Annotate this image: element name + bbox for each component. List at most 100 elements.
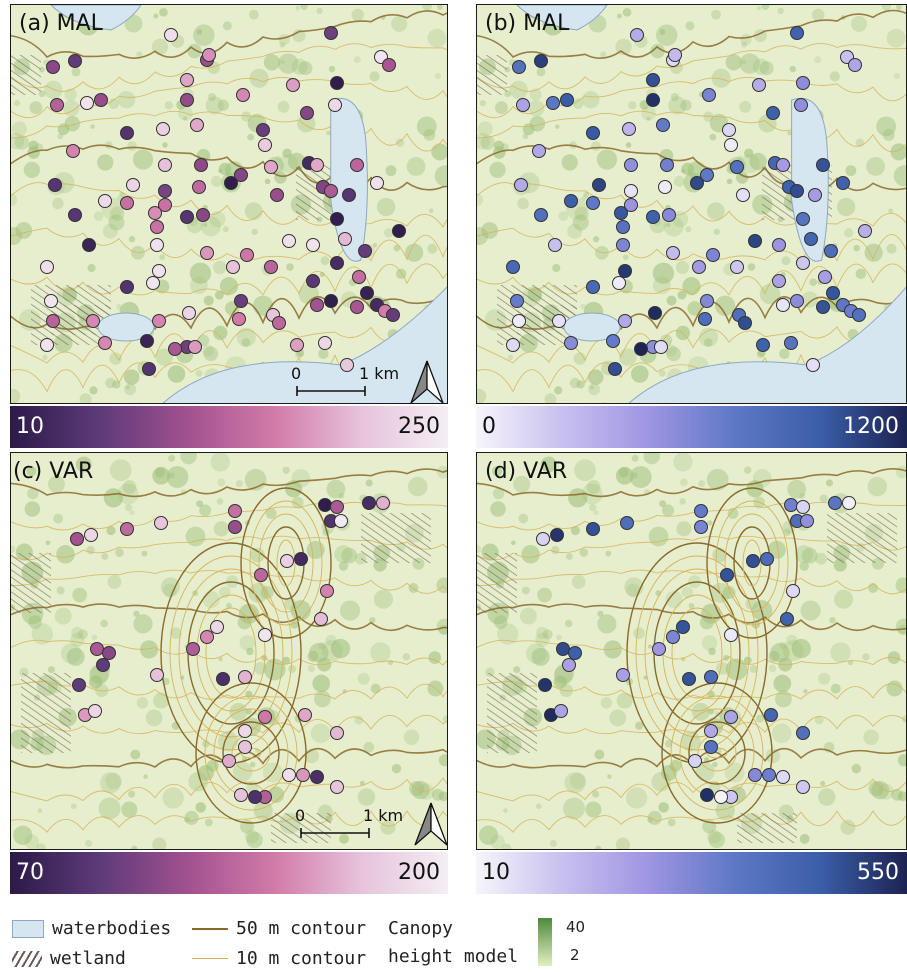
sampling-site-marker [98, 194, 112, 208]
canopy-patch [725, 54, 742, 71]
canopy-patch [136, 697, 149, 709]
sampling-site-marker [776, 158, 790, 172]
canopy-patch [704, 338, 713, 347]
map-panel-d: (d) VAR [476, 452, 907, 850]
scalebar: 0 1 km [291, 360, 444, 403]
canopy-patch [246, 831, 263, 849]
canopy-patch [166, 466, 189, 488]
sampling-site-marker [618, 264, 632, 278]
canopy-patch [427, 243, 438, 254]
sampling-site-marker [236, 88, 250, 102]
contour-50m [11, 144, 447, 191]
sampling-site-marker [228, 520, 242, 534]
canopy-patch [571, 574, 586, 589]
canopy-patch [404, 243, 424, 262]
legend-chm-title-1: Canopy [388, 918, 454, 939]
canopy-patch [583, 191, 590, 198]
canopy-patch [558, 211, 569, 221]
legend-contour-50-label: 50 m contour [236, 918, 367, 939]
canopy-patch [891, 788, 903, 801]
sampling-site-marker [46, 314, 60, 328]
canopy-patch [354, 715, 364, 725]
contour-10m [477, 43, 906, 92]
canopy-patch [535, 803, 542, 810]
sampling-site-marker [676, 620, 690, 634]
sampling-site-marker [554, 704, 568, 718]
sampling-site-marker [824, 244, 838, 258]
canopy-patch [755, 714, 764, 723]
hill-contour [205, 607, 257, 699]
sampling-site-marker [68, 54, 82, 68]
canopy-patch [681, 586, 694, 598]
wetland-area [11, 55, 41, 95]
canopy-patch [195, 369, 203, 377]
canopy-patch [489, 161, 506, 179]
sampling-site-marker [690, 176, 704, 190]
canopy-patch [616, 13, 623, 19]
map-panel-a: 0 1 km (a) MAL [10, 4, 448, 404]
canopy-patch [264, 178, 271, 185]
canopy-patch [162, 142, 168, 148]
sampling-site-marker [370, 176, 384, 190]
canopy-patch [895, 618, 906, 635]
sampling-site-marker [692, 260, 706, 274]
canopy-patch [888, 208, 893, 214]
canopy-patch [715, 800, 735, 821]
canopy-patch [23, 161, 40, 179]
canopy-patch [659, 28, 666, 35]
canopy-patch [775, 690, 792, 708]
hill-contour [697, 734, 737, 772]
canopy-patch [586, 480, 601, 494]
canopy-patch [681, 162, 694, 176]
canopy-patch [572, 98, 584, 109]
canopy-patch [648, 526, 669, 547]
colorbar-b: 0 1200 [476, 406, 907, 448]
canopy-patch [245, 708, 252, 715]
sampling-site-marker [258, 628, 272, 642]
canopy-patch [739, 53, 760, 74]
sampling-site-marker [828, 496, 842, 510]
hill-contour [671, 607, 723, 699]
canopy-patch [494, 101, 508, 115]
hill-contour [258, 513, 314, 613]
canopy-patch [673, 453, 693, 472]
contour-10m [11, 777, 447, 802]
sampling-site-marker [306, 238, 320, 252]
legend-contour-10-label: 10 m contour [236, 948, 367, 969]
canopy-patch [655, 24, 678, 46]
sampling-site-marker [102, 646, 116, 660]
canopy-patch [434, 72, 442, 80]
canopy-patch [752, 58, 770, 75]
sampling-site-marker [512, 60, 526, 74]
canopy-patch [162, 583, 177, 598]
legend-chm-min-label: 2 [570, 946, 580, 964]
canopy-patch [54, 607, 72, 625]
sampling-site-marker [300, 106, 314, 120]
hill-contour [644, 568, 750, 738]
canopy-patch [187, 43, 202, 59]
canopy-patch [567, 223, 583, 239]
canopy-patch [79, 393, 92, 403]
canopy-patch [714, 711, 719, 716]
wetland-area [361, 513, 431, 563]
contour-50m [11, 468, 447, 498]
sampling-site-marker [720, 568, 734, 582]
sampling-site-marker [156, 122, 170, 136]
canopy-patch [643, 453, 661, 465]
canopy-patch [102, 223, 118, 239]
sampling-site-marker [648, 306, 662, 320]
sampling-site-marker [158, 158, 172, 172]
canopy-patch [676, 521, 692, 537]
canopy-patch [155, 348, 174, 366]
panel-b-label: (b) MAL [485, 11, 570, 36]
canopy-patch [665, 222, 671, 227]
sampling-site-marker [658, 180, 672, 194]
sampling-site-marker [746, 554, 760, 568]
canopy-patch [393, 244, 401, 252]
canopy-patch [72, 587, 88, 603]
canopy-patch [536, 626, 549, 639]
canopy-patch [89, 386, 98, 395]
canopy-patch [53, 513, 63, 524]
canopy-patch [871, 781, 890, 800]
canopy-patch [90, 124, 95, 129]
